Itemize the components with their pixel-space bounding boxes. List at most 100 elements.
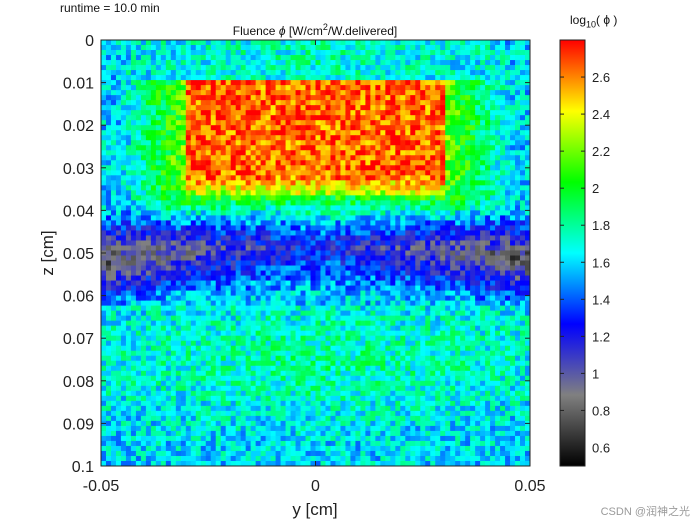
heatmap-cell [320,215,326,221]
heatmap-cell [120,240,127,246]
heatmap-cell [390,145,396,151]
heatmap-cell [440,275,446,281]
heatmap-cell [345,40,351,46]
heatmap-cell [155,310,162,317]
heatmap-cell [295,245,301,251]
heatmap-cell [140,55,147,61]
heatmap-cell [275,205,281,211]
heatmap-cell [330,250,336,256]
heatmap-cell [175,170,182,176]
heatmap-cell [295,195,301,201]
heatmap-cell [520,55,526,61]
heatmap-cell [525,225,531,231]
heatmap-cell [165,175,172,181]
heatmap-cell [435,310,441,317]
heatmap-cell [515,285,521,291]
heatmap-cell [420,170,426,176]
heatmap-cell [101,280,107,286]
heatmap-cell [245,85,252,91]
heatmap-cell [515,315,521,322]
heatmap-cell [225,165,232,171]
heatmap-cell [405,175,411,181]
heatmap-cell [375,60,381,66]
heatmap-cell [355,150,361,156]
heatmap-cell [255,180,262,186]
heatmap-cell [101,235,107,241]
heatmap-cell [440,260,446,266]
heatmap-cell [290,185,296,191]
heatmap-cell [485,235,491,241]
heatmap-cell [275,200,281,206]
heatmap-cell [490,120,496,126]
heatmap-cell [345,70,351,76]
heatmap-cell [165,115,172,121]
heatmap-cell [165,205,172,211]
heatmap-cell [305,225,311,231]
heatmap-cell [150,170,157,176]
heatmap-cell [190,180,197,186]
heatmap-cell [465,50,471,56]
heatmap-cell [170,230,177,236]
heatmap-cell [165,275,172,281]
heatmap-cell [275,110,281,116]
heatmap-cell [125,60,132,66]
heatmap-cell [525,45,531,51]
heatmap-cell [155,220,162,226]
heatmap-cell [350,120,356,126]
heatmap-cell [205,300,212,307]
heatmap-cell [430,65,436,71]
heatmap-cell [315,55,321,61]
heatmap-cell [450,105,456,111]
heatmap-cell [520,310,526,317]
heatmap-cell [170,155,177,161]
heatmap-cell [415,300,421,307]
heatmap-cell [400,105,406,111]
heatmap-cell [140,50,147,56]
heatmap-cell [505,290,511,296]
heatmap-cell [205,75,212,81]
heatmap-cell [240,275,247,281]
heatmap-cell [480,40,486,46]
heatmap-cell [285,300,291,307]
heatmap-cell [485,285,491,291]
heatmap-cell [375,315,381,322]
heatmap-cell [235,70,242,76]
heatmap-cell [225,75,232,81]
heatmap-cell [470,110,476,116]
heatmap-cell [345,135,351,141]
heatmap-cell [460,170,466,176]
heatmap-cell [240,240,247,246]
heatmap-cell [340,225,346,231]
heatmap-cell [390,220,396,226]
heatmap-cell [265,70,272,76]
heatmap-cell [130,115,137,121]
heatmap-cell [150,125,157,131]
heatmap-cell [510,240,516,246]
heatmap-cell [495,55,501,61]
heatmap-cell [215,235,222,241]
heatmap-cell [195,160,202,166]
heatmap-cell [440,190,446,196]
heatmap-cell [410,285,416,291]
heatmap-cell [295,60,301,66]
heatmap-cell [505,95,511,101]
heatmap-cell [280,135,286,141]
heatmap-cell [480,215,486,221]
heatmap-cell [200,275,207,281]
heatmap-cell [260,270,267,276]
heatmap-cell [350,320,356,327]
heatmap-cell [235,110,242,116]
heatmap-cell [260,240,267,246]
heatmap-cell [215,260,222,266]
heatmap-cell [455,300,461,307]
heatmap-cell [300,280,306,286]
heatmap-cell [245,45,252,51]
heatmap-cell [450,285,456,291]
heatmap-cell [380,185,386,191]
heatmap-cell [490,195,496,201]
heatmap-cell [200,260,207,266]
heatmap-cell [370,255,376,261]
heatmap-cell [330,50,336,56]
heatmap-cell [495,325,501,332]
heatmap-cell [340,180,346,186]
